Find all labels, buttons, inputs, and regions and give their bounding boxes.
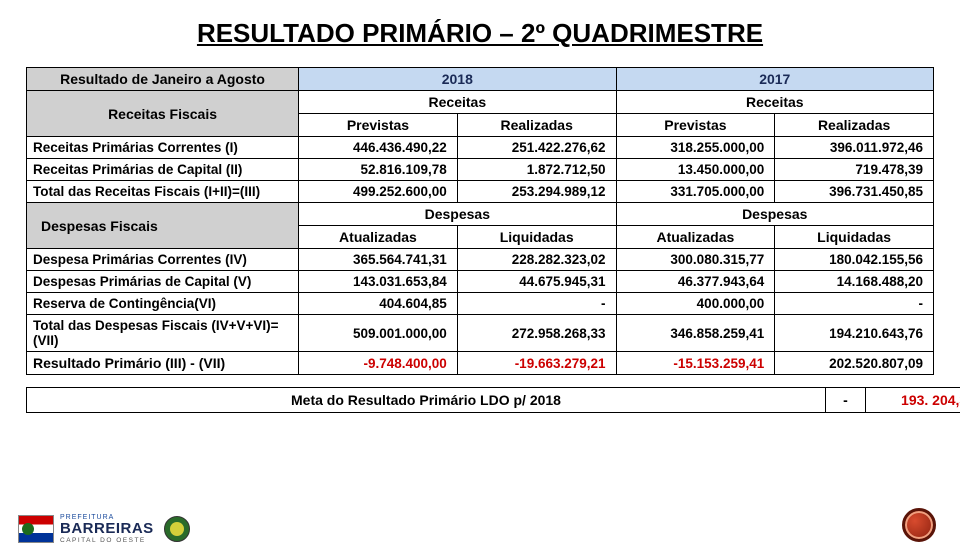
resultado-v1: -9.748.400,00 [299, 352, 458, 375]
hdr-2018: 2018 [299, 68, 616, 91]
hdr-previstas-17: Previstas [616, 114, 775, 137]
row-label: Total das Receitas Fiscais (I+II)=(III) [27, 181, 299, 203]
brand-sub: CAPITAL DO OESTE [60, 538, 154, 545]
cell: 194.210.643,76 [775, 315, 934, 352]
footer-brand: PREFEITURA BARREIRAS CAPITAL DO OESTE [18, 514, 190, 545]
hdr-despesas-fiscais: Despesas Fiscais [27, 203, 299, 249]
resultado-row: Resultado Primário (III) - (VII) -9.748.… [27, 352, 934, 375]
cell: 396.011.972,46 [775, 137, 934, 159]
cell: 143.031.653,84 [299, 271, 458, 293]
table-row: Receitas Primárias de Capital (II) 52.81… [27, 159, 934, 181]
hdr-2017: 2017 [616, 68, 933, 91]
flag-icon [18, 515, 54, 543]
row-label: Receitas Primárias de Capital (II) [27, 159, 299, 181]
cell: 253.294.989,12 [457, 181, 616, 203]
cell: 228.282.323,02 [457, 249, 616, 271]
page-title: RESULTADO PRIMÁRIO – 2º QUADRIMESTRE [0, 18, 960, 49]
hdr-left-top: Resultado de Janeiro a Agosto [27, 68, 299, 91]
main-table: Resultado de Janeiro a Agosto 2018 2017 … [26, 67, 934, 375]
row-label: Receitas Primárias Correntes (I) [27, 137, 299, 159]
cell: 404.604,85 [299, 293, 458, 315]
hdr-liquidadas-18: Liquidadas [457, 226, 616, 249]
row-label: Despesa Primárias Correntes (IV) [27, 249, 299, 271]
cell: 396.731.450,85 [775, 181, 934, 203]
hdr-atualizadas-18: Atualizadas [299, 226, 458, 249]
cell: 52.816.109,78 [299, 159, 458, 181]
hdr-atualizadas-17: Atualizadas [616, 226, 775, 249]
meta-dash: - [826, 388, 866, 413]
cell: - [457, 293, 616, 315]
resultado-v4: 202.520.807,09 [775, 352, 934, 375]
cell: 331.705.000,00 [616, 181, 775, 203]
brand-main: BARREIRAS [60, 521, 154, 536]
cell: 13.450.000,00 [616, 159, 775, 181]
brand-text: PREFEITURA BARREIRAS CAPITAL DO OESTE [60, 514, 154, 545]
cell: 719.478,39 [775, 159, 934, 181]
row-label: Despesas Primárias de Capital (V) [27, 271, 299, 293]
hdr-realizadas-18: Realizadas [457, 114, 616, 137]
cell: 365.564.741,31 [299, 249, 458, 271]
cell: 14.168.488,20 [775, 271, 934, 293]
cell: 346.858.259,41 [616, 315, 775, 352]
cell: 400.000,00 [616, 293, 775, 315]
hdr-liquidadas-17: Liquidadas [775, 226, 934, 249]
cell: 44.675.945,31 [457, 271, 616, 293]
resultado-label: Resultado Primário (III) - (VII) [27, 352, 299, 375]
meta-label: Meta do Resultado Primário LDO p/ 2018 [27, 388, 826, 413]
hdr-despesas-17: Despesas [616, 203, 933, 226]
table-row: Despesa Primárias Correntes (IV) 365.564… [27, 249, 934, 271]
row-label: Reserva de Contingência(VI) [27, 293, 299, 315]
hdr-receitas-2018: Receitas [299, 91, 616, 114]
table-row: Despesas Primárias de Capital (V) 143.03… [27, 271, 934, 293]
hdr-realizadas-17: Realizadas [775, 114, 934, 137]
cell: - [775, 293, 934, 315]
cell: 251.422.276,62 [457, 137, 616, 159]
row-label: Total das Despesas Fiscais (IV+V+VI)=(VI… [27, 315, 299, 352]
hdr-despesas-18: Despesas [299, 203, 616, 226]
cell: 1.872.712,50 [457, 159, 616, 181]
hdr-receitas-2017: Receitas [616, 91, 933, 114]
resultado-v2: -19.663.279,21 [457, 352, 616, 375]
nav-dot-icon [902, 508, 936, 542]
table-row: Receitas Primárias Correntes (I) 446.436… [27, 137, 934, 159]
cell: 300.080.315,77 [616, 249, 775, 271]
cell: 446.436.490,22 [299, 137, 458, 159]
hdr-receitas-fiscais: Receitas Fiscais [27, 91, 299, 137]
seal-icon [164, 516, 190, 542]
table-row: Total das Receitas Fiscais (I+II)=(III) … [27, 181, 934, 203]
resultado-v3: -15.153.259,41 [616, 352, 775, 375]
cell: 46.377.943,64 [616, 271, 775, 293]
meta-table: Meta do Resultado Primário LDO p/ 2018 -… [26, 387, 960, 413]
hdr-previstas-18: Previstas [299, 114, 458, 137]
cell: 318.255.000,00 [616, 137, 775, 159]
table-row: Reserva de Contingência(VI) 404.604,85 -… [27, 293, 934, 315]
cell: 180.042.155,56 [775, 249, 934, 271]
cell: 509.001.000,00 [299, 315, 458, 352]
cell: 272.958.268,33 [457, 315, 616, 352]
cell: 499.252.600,00 [299, 181, 458, 203]
meta-value: 193. 204,38 [866, 388, 960, 413]
main-table-wrap: Resultado de Janeiro a Agosto 2018 2017 … [0, 67, 960, 375]
table-row: Total das Despesas Fiscais (IV+V+VI)=(VI… [27, 315, 934, 352]
